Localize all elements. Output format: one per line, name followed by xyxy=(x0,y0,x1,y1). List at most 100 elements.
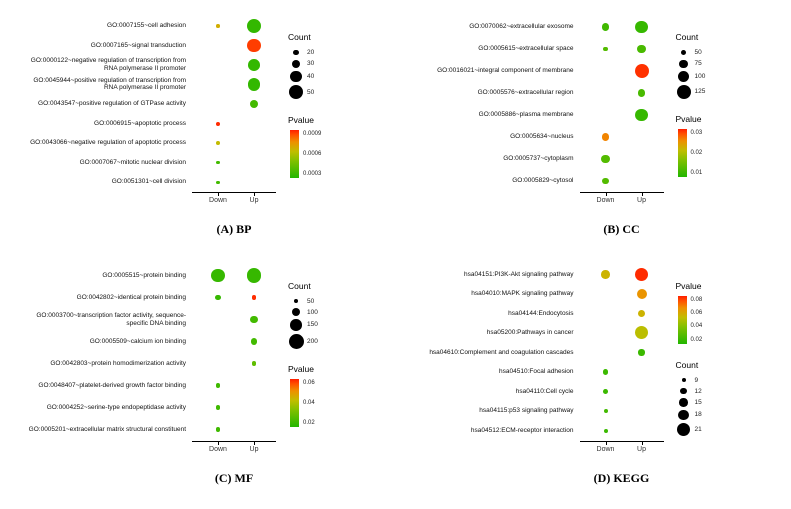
y-axis-labels: GO:0005515~protein binding GO:0042802~ide… xyxy=(22,265,192,441)
count-legend: Count 20 30 40 50 xyxy=(288,32,348,101)
pvalue-legend: Pvalue 0.0009 0.0006 0.0003 xyxy=(288,115,348,180)
legend-title: Pvalue xyxy=(288,114,314,125)
count-legend-value: 12 xyxy=(694,387,702,395)
panel-caption: (A) BP xyxy=(216,222,252,236)
count-legend-value: 9 xyxy=(694,376,699,384)
count-legend-circle xyxy=(676,398,692,407)
circle-glyph xyxy=(681,378,686,382)
x-axis-tick xyxy=(218,441,219,445)
data-point xyxy=(249,99,259,109)
y-axis-category-label: GO:0043547~positive regulation of GTPase… xyxy=(38,100,186,108)
pvalue-tick-label: 0.02 xyxy=(303,420,315,427)
data-point xyxy=(250,338,258,345)
panel-mf: GO:0005515~protein binding GO:0042802~ide… xyxy=(8,255,396,504)
circle-glyph xyxy=(678,409,689,421)
y-axis-category-label: GO:0005615~extracellular space xyxy=(478,45,574,53)
x-tick-label: Down xyxy=(596,197,615,204)
count-legend-item: 40 xyxy=(288,70,348,84)
data-point xyxy=(251,361,257,366)
panel-kegg: hsa04151:PI3K-Akt signaling pathway hsa04… xyxy=(396,255,784,504)
pvalue-tick-label: 0.08 xyxy=(690,296,703,303)
circle-glyph xyxy=(680,49,687,56)
panel-cc: GO:0070062~extracellular exosome GO:00056… xyxy=(396,6,784,255)
data-point xyxy=(216,24,220,28)
x-axis-tick xyxy=(254,193,255,196)
y-axis-category-label: GO:0048407~platelet-derived growth facto… xyxy=(38,381,186,389)
panel-caption: (C) MF xyxy=(214,470,254,485)
x-axis-line xyxy=(192,440,276,442)
data-point xyxy=(250,315,258,324)
y-axis-category-label: hsa04115:p53 signaling pathway xyxy=(479,407,574,415)
plot-area: Down Up xyxy=(192,16,276,210)
legend-title: Pvalue xyxy=(675,280,702,291)
data-point xyxy=(251,295,257,300)
data-point xyxy=(603,409,608,414)
count-legend-item: 100 xyxy=(288,307,348,318)
data-point xyxy=(248,58,260,71)
x-axis-line xyxy=(579,192,664,193)
count-legend-value: 15 xyxy=(694,398,702,406)
data-point xyxy=(601,154,610,164)
pvalue-gradient-bar xyxy=(290,129,299,178)
count-legend-item: 18 xyxy=(676,408,736,422)
count-legend-circle xyxy=(676,49,692,56)
y-axis-category-label: GO:0045944~positive regulation of transc… xyxy=(33,76,186,92)
y-axis-category-label: GO:0003700~transcription factor activity… xyxy=(36,312,186,327)
data-point xyxy=(601,133,610,141)
pvalue-gradient: 0.06 0.04 0.02 xyxy=(288,379,338,429)
count-legend: Count 50 100 150 200 xyxy=(288,281,348,351)
pvalue-legend: Pvalue 0.03 0.02 0.01 xyxy=(676,114,736,179)
x-axis-line xyxy=(192,192,276,193)
count-legend-item: 50 xyxy=(288,296,348,307)
x-tick-label: Up xyxy=(249,197,259,204)
x-axis-tick xyxy=(605,193,607,196)
legend-title: Count xyxy=(675,32,699,42)
count-legend-circle xyxy=(676,423,692,437)
pvalue-tick-label: 0.06 xyxy=(303,380,315,387)
data-point xyxy=(601,270,610,279)
data-point xyxy=(637,309,646,318)
count-legend-item: 20 xyxy=(288,47,348,58)
count-legend-circle xyxy=(288,298,304,304)
x-axis-tick xyxy=(605,441,607,445)
x-axis-tick xyxy=(254,441,255,445)
pvalue-tick-label: 0.01 xyxy=(690,170,703,177)
circle-glyph xyxy=(680,387,687,395)
data-point xyxy=(216,161,220,165)
y-axis-category-label: GO:0005515~protein binding xyxy=(102,271,186,279)
y-axis-category-label: GO:0070062~extracellular exosome xyxy=(469,23,574,31)
data-point xyxy=(637,44,646,54)
data-point xyxy=(601,23,610,31)
count-legend-value: 150 xyxy=(307,321,318,329)
pvalue-tick-label: 0.0003 xyxy=(303,170,322,177)
count-legend-item: 150 xyxy=(288,318,348,333)
circle-glyph xyxy=(288,333,304,349)
panel-caption: (D) KEGG xyxy=(593,470,650,485)
data-point xyxy=(247,77,261,91)
y-axis-category-label: GO:0000122~negative regulation of transc… xyxy=(30,57,186,72)
count-legend: Count 9 12 15 18 21 xyxy=(676,360,736,438)
data-point xyxy=(603,428,608,433)
pvalue-legend: Pvalue 0.06 0.04 0.02 xyxy=(288,364,348,429)
pvalue-tick-label: 0.04 xyxy=(690,323,703,330)
y-axis-category-label: GO:0006915~apoptotic process xyxy=(94,119,186,127)
pvalue-tick-label: 0.06 xyxy=(690,309,703,316)
count-legend-value: 21 xyxy=(694,426,702,434)
count-legend-circle xyxy=(676,70,692,82)
data-point xyxy=(215,405,221,410)
count-legend: Count 50 75 100 125 xyxy=(676,32,736,100)
y-axis-category-label: hsa04510:Focal adhesion xyxy=(499,368,574,376)
count-legend-value: 20 xyxy=(307,49,315,56)
data-point xyxy=(247,18,261,33)
legend-title: Pvalue xyxy=(675,114,702,125)
x-tick-label: Up xyxy=(637,445,646,453)
circle-glyph xyxy=(290,71,302,83)
circle-glyph xyxy=(677,70,690,82)
circle-glyph xyxy=(291,308,301,317)
plot-area: Down Up xyxy=(192,265,276,459)
circle-glyph xyxy=(289,85,303,100)
data-point xyxy=(603,46,608,52)
count-legend-circle xyxy=(676,378,692,382)
y-axis-category-label: hsa04110:Cell cycle xyxy=(515,387,574,395)
count-legend-circle xyxy=(676,409,692,421)
